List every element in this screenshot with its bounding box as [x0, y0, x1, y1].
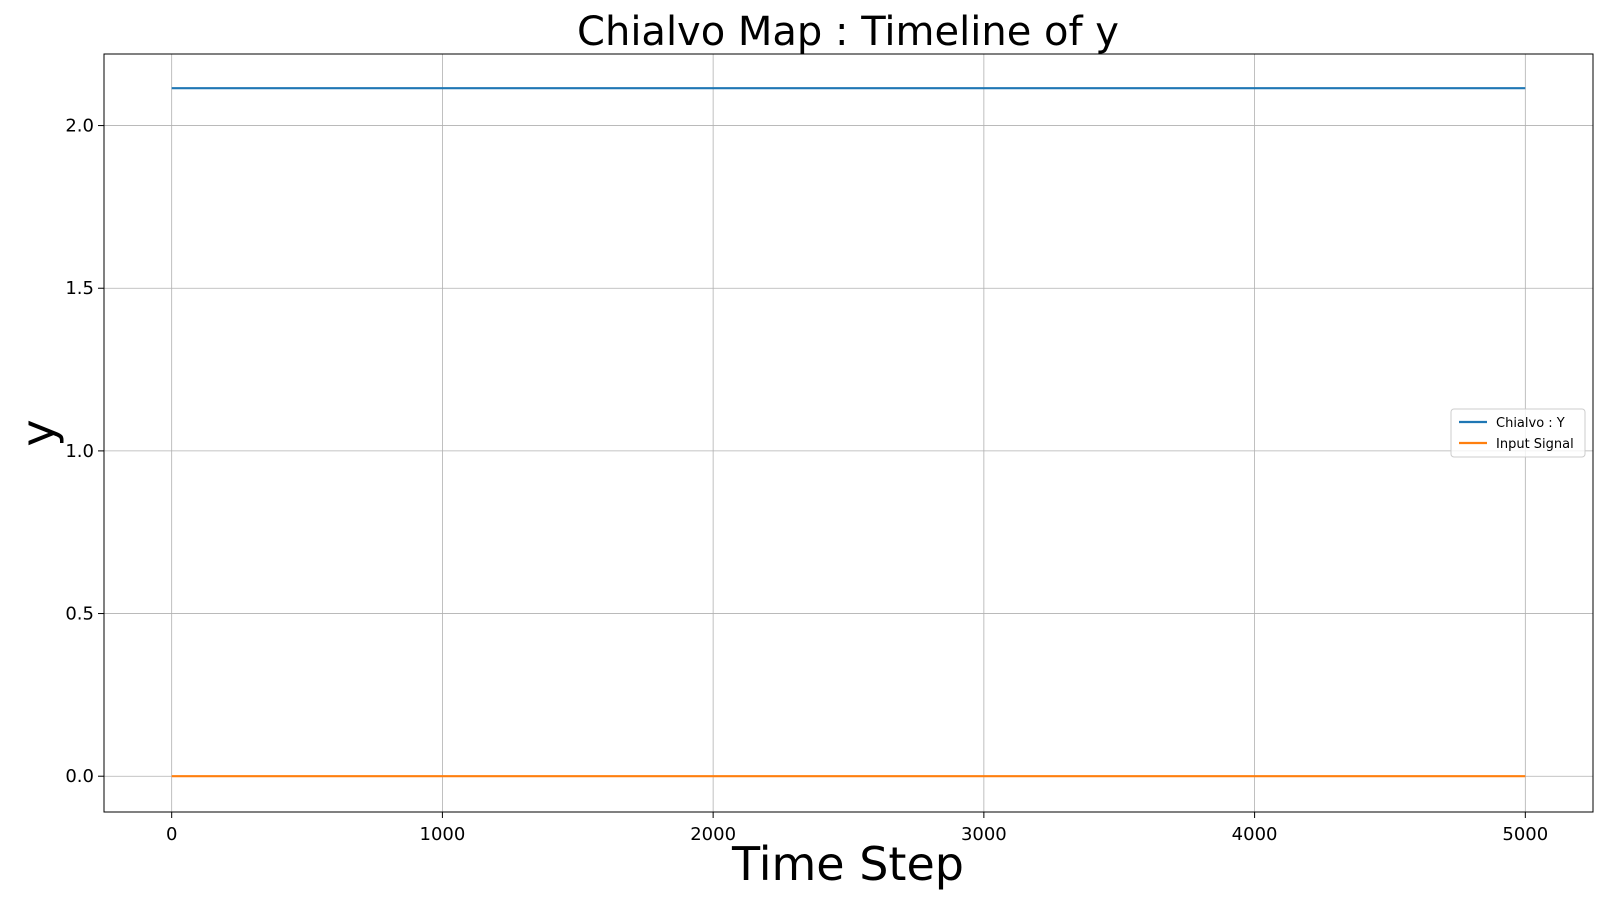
x-tick-label: 2000 [690, 824, 736, 845]
legend: Chialvo : Y Input Signal [1450, 408, 1586, 458]
legend-label-2: Input Signal [1496, 437, 1574, 452]
x-tick-label: 1000 [420, 824, 466, 845]
y-tick-label: 0.5 [65, 604, 94, 625]
y-tick-label: 2.0 [65, 116, 94, 137]
legend-label-1: Chialvo : Y [1496, 416, 1565, 431]
series-lines [171, 87, 1526, 778]
plot-area-frame [103, 53, 1594, 813]
y-tick-label: 1.0 [65, 441, 94, 462]
grid-lines [104, 54, 1593, 812]
x-tick-label: 0 [166, 824, 177, 845]
x-tick-label: 3000 [961, 824, 1007, 845]
y-axis-label: y [11, 419, 65, 446]
y-tick-label: 0.0 [65, 766, 94, 787]
chart-title: Chialvo Map : Timeline of y [577, 9, 1119, 55]
y-tick-label: 1.5 [65, 278, 94, 299]
x-tick-label: 4000 [1232, 824, 1278, 845]
x-axis-ticks: 0 1000 2000 3000 4000 5000 [166, 812, 1548, 845]
y-axis-ticks: 0.0 0.5 1.0 1.5 2.0 [65, 116, 104, 787]
x-tick-label: 5000 [1502, 824, 1548, 845]
x-axis-label: Time Step [731, 837, 964, 891]
